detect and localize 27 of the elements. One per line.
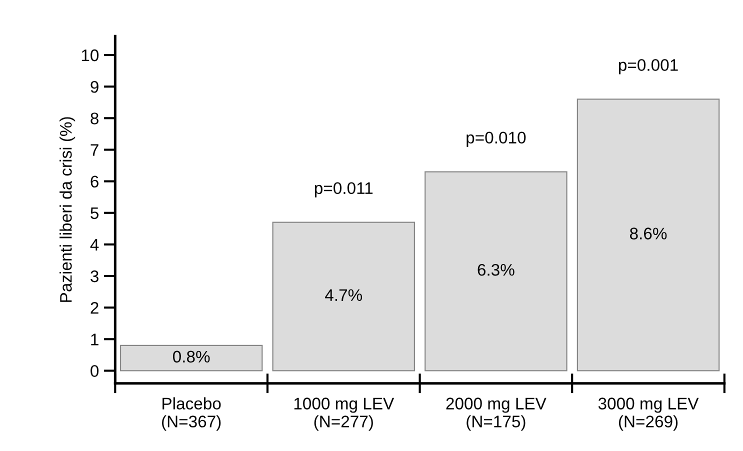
bar [120,344,263,372]
data-label: 8.6% [630,228,667,240]
y-tick-label: 0 [90,365,99,377]
y-tick-label: 6 [90,176,98,188]
x-tick-label: 3000 mg LEV (N=269) [598,398,699,431]
bar [272,222,416,372]
annotation: p=0.010 [466,132,526,147]
y-tick-label: 7 [90,144,98,156]
y-tick-label: 3 [90,270,98,282]
data-label: 0.8% [172,350,210,363]
y-tick-label: 9 [90,80,98,93]
annotation: p=0.001 [618,59,678,74]
annotation: p=0.011 [314,182,373,198]
y-tick-label: 1 [91,334,98,346]
y-tick-label: 10 [82,49,99,62]
y-tick-label: 2 [90,302,98,314]
bar [424,171,568,372]
data-label: 4.7% [325,289,362,301]
x-tick-label: 2000 mg LEV (N=175) [446,398,546,431]
y-tick-label: 4 [90,239,99,250]
y-tick-label: 5 [90,207,98,220]
data-label: 6.3% [478,264,514,276]
bar [576,98,720,372]
x-tick-label: 1000 mg LEV (N=277) [294,398,394,431]
y-axis-title: Pazienti liberi da crisi (%) [60,117,76,302]
x-tick-label: Placebo (N=367) [162,397,221,431]
y-tick-label: 8 [90,112,98,124]
